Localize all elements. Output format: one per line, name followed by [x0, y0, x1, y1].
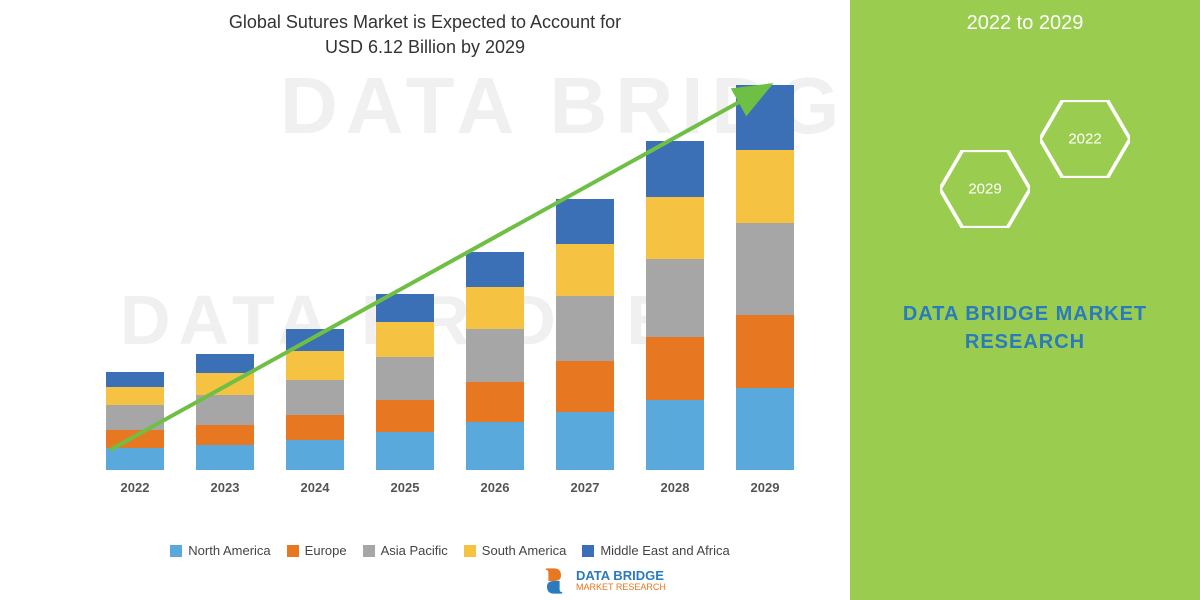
hex-label: 2022 [1068, 131, 1101, 148]
legend-item: South America [464, 543, 567, 558]
legend-label: Middle East and Africa [600, 543, 729, 558]
chart-title: Global Sutures Market is Expected to Acc… [0, 0, 850, 65]
logo-text: DATA BRIDGE MARKET RESEARCH [576, 569, 666, 593]
legend-swatch [287, 545, 299, 557]
right-panel: 2022 to 2029 2029 2022 DATA BRIDGE MARKE… [850, 0, 1200, 600]
legend-label: South America [482, 543, 567, 558]
legend-item: Middle East and Africa [582, 543, 729, 558]
title-line-2: USD 6.12 Billion by 2029 [325, 37, 525, 57]
legend-item: North America [170, 543, 270, 558]
legend: North America Europe Asia Pacific South Ame… [90, 543, 810, 558]
chart-container: Global Sutures Market is Expected to Acc… [0, 0, 850, 600]
date-range: 2022 to 2029 [850, 0, 1200, 35]
plot-area: 20222023202420252026202720282029 [90, 70, 810, 500]
logo-sub: MARKET RESEARCH [576, 583, 666, 593]
hex-2029: 2029 [940, 150, 1030, 228]
hex-2022: 2022 [1040, 100, 1130, 178]
legend-swatch [464, 545, 476, 557]
trend-arrow [90, 70, 810, 500]
legend-swatch [170, 545, 182, 557]
legend-item: Europe [287, 543, 347, 558]
legend-label: North America [188, 543, 270, 558]
hex-label: 2029 [968, 181, 1001, 198]
logo-main: DATA BRIDGE [576, 568, 664, 583]
logo-icon [540, 567, 568, 595]
brand-line-1: DATA BRIDGE MARKET [903, 303, 1147, 325]
legend-swatch [363, 545, 375, 557]
legend-swatch [582, 545, 594, 557]
legend-item: Asia Pacific [363, 543, 448, 558]
title-line-1: Global Sutures Market is Expected to Acc… [229, 12, 621, 32]
legend-label: Asia Pacific [381, 543, 448, 558]
legend-label: Europe [305, 543, 347, 558]
hex-group: 2029 2022 [910, 90, 1150, 270]
brand-line-2: RESEARCH [965, 331, 1085, 353]
footer-logo: DATA BRIDGE MARKET RESEARCH [540, 567, 666, 595]
brand-text: DATA BRIDGE MARKET RESEARCH [850, 300, 1200, 356]
